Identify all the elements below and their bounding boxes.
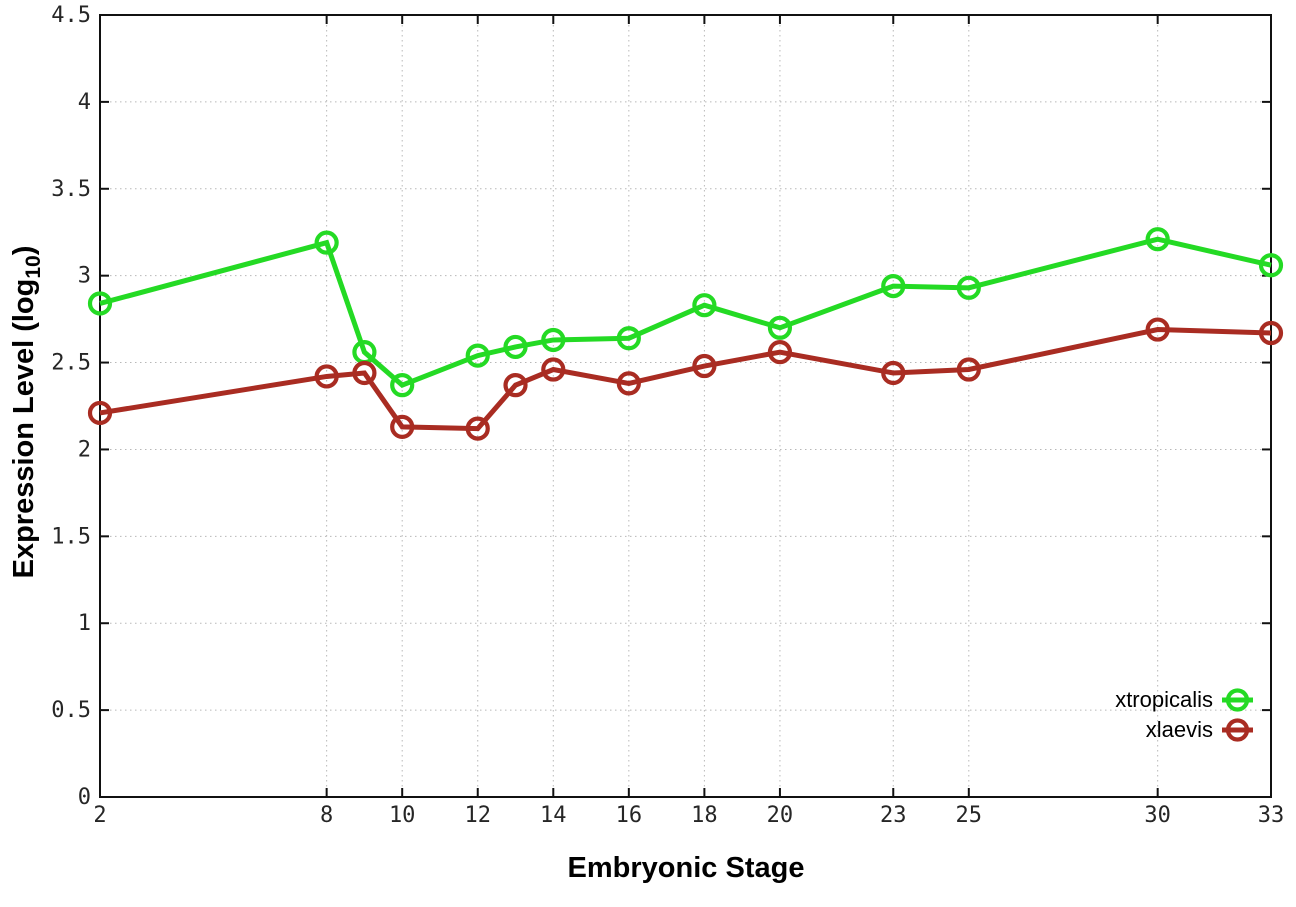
data-point-marker (1258, 320, 1284, 346)
tick-marks (99, 14, 1272, 798)
y-tick-label: 1.5 (51, 524, 91, 549)
data-point-marker (352, 360, 377, 386)
data-point-marker (314, 364, 339, 389)
y-tick-label: 3 (78, 264, 91, 289)
y-tick-label: 2 (78, 437, 91, 462)
y-tick-label: 0.5 (51, 698, 91, 723)
x-tick-label: 8 (320, 803, 333, 828)
data-point-marker (767, 315, 793, 340)
x-tick-label: 33 (1258, 803, 1285, 828)
data-point-marker (616, 326, 641, 351)
x-tick-label: 25 (956, 803, 983, 828)
x-tick-label: 12 (464, 803, 491, 828)
data-point-marker (692, 353, 717, 379)
data-point-marker (1258, 253, 1284, 278)
x-tick-label: 20 (767, 803, 794, 828)
data-point-marker (616, 371, 641, 396)
legend-sample-marker (1225, 688, 1250, 712)
y-tick-label: 4.5 (51, 3, 91, 28)
series-line-xlaevis (99, 327, 1272, 432)
x-tick-label: 10 (389, 803, 416, 828)
y-tick-label: 3.5 (51, 177, 91, 202)
y-tick-label: 4 (78, 90, 91, 115)
data-point-marker (956, 275, 981, 300)
data-point-marker (1145, 227, 1170, 252)
x-tick-label: 18 (691, 803, 718, 828)
x-axis-title-text: Embryonic Stage (567, 852, 805, 884)
y-tick-label: 1 (78, 611, 91, 636)
data-point-marker (1145, 317, 1170, 342)
series-xlaevis (87, 317, 1284, 441)
data-point-marker (503, 334, 528, 360)
data-point-marker (541, 327, 566, 353)
legend-sample-marker (1225, 718, 1250, 742)
x-tick-label: 2 (93, 803, 106, 828)
legend-entry-xlaevis: xlaevis (1146, 717, 1253, 742)
data-point-marker (767, 340, 793, 365)
data-point-marker (956, 357, 981, 382)
series-xtropicalis (87, 227, 1284, 398)
legend-entry-xtropicalis: xtropicalis (1115, 687, 1253, 712)
data-point-marker (881, 360, 906, 386)
legend: xtropicalis xlaevis (1115, 687, 1253, 742)
x-tick-label: 14 (540, 803, 567, 828)
y-tick-label: 2.5 (51, 351, 91, 376)
data-point-marker (390, 373, 415, 398)
data-point-marker (881, 273, 906, 299)
y-axis-title-suffix: ) (8, 245, 41, 256)
x-tick-label: 16 (616, 803, 643, 828)
y-axis-title: Expression Level (log10) (8, 246, 46, 579)
y-axis-title-prefix: Expression Level (log (8, 278, 41, 579)
data-point-marker (692, 293, 717, 318)
data-point-marker (314, 230, 339, 255)
legend-label: xtropicalis (1115, 687, 1213, 712)
data-point-marker (503, 373, 528, 398)
series-line-xtropicalis (99, 236, 1272, 389)
data-point-marker (541, 357, 566, 382)
data-point-marker (390, 414, 415, 439)
data-point-marker (87, 291, 113, 316)
data-point-marker (465, 343, 490, 368)
x-tick-label: 23 (880, 803, 907, 828)
data-point-marker (87, 400, 113, 426)
plot-border (99, 14, 1272, 798)
x-tick-label: 30 (1144, 803, 1171, 828)
y-tick-label: 0 (78, 785, 91, 810)
y-axis-title-subscript: 10 (21, 255, 45, 279)
x-axis-title: Embryonic Stage (568, 852, 805, 885)
data-point-marker (465, 416, 490, 441)
gridlines (99, 14, 1272, 798)
legend-label: xlaevis (1146, 717, 1213, 742)
